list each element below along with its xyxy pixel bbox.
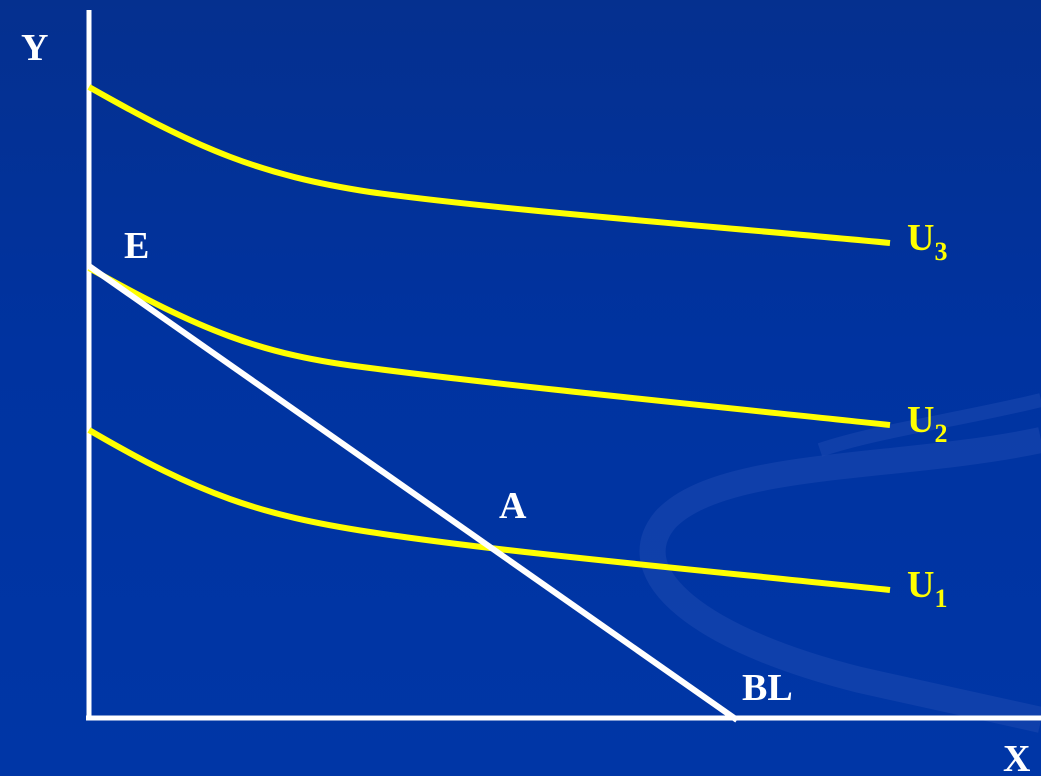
indifference-curve-u2 <box>87 265 891 428</box>
curve-label-u3-base: U <box>907 217 934 259</box>
curve-label-u2-sub: 2 <box>934 419 947 448</box>
curve-label-u2-base: U <box>907 399 934 441</box>
indifference-curve-u3 <box>87 84 891 246</box>
budget-line <box>87 263 739 723</box>
curve-label-u3: U3 <box>907 217 947 266</box>
y-axis-label: Y <box>21 27 48 69</box>
decorative-swirl <box>639 393 1041 733</box>
curve-label-u1-base: U <box>907 564 934 606</box>
endowment-point-label: E <box>124 225 149 267</box>
indifference-curve-u1 <box>87 427 891 593</box>
curve-label-u2: U2 <box>907 399 947 448</box>
curve-label-u1: U1 <box>907 564 947 613</box>
curve-label-u1-sub: 1 <box>934 584 947 613</box>
x-axis-label: X <box>1003 738 1030 776</box>
curve-label-u3-sub: 3 <box>934 237 947 266</box>
budget-line-label: BL <box>742 667 793 709</box>
intersection-point-label: A <box>499 485 527 527</box>
